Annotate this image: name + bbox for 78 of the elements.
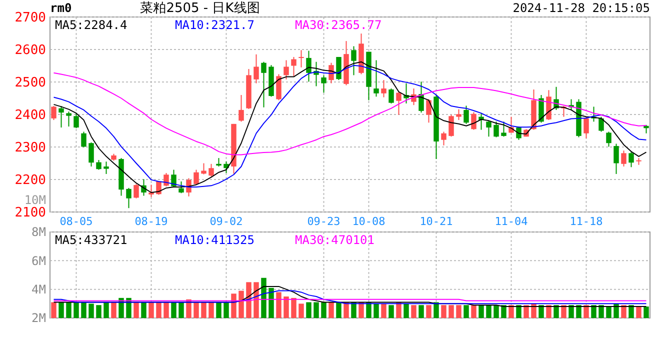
- candlestick: [96, 160, 102, 170]
- y-tick-label: 2100: [14, 206, 46, 221]
- candlestick: [306, 50, 312, 82]
- candlestick: [448, 114, 454, 138]
- x-tick-label: 08-19: [134, 215, 168, 228]
- candlestick: [628, 151, 634, 168]
- candlestick: [238, 94, 244, 122]
- text: MA10:2321.7: [175, 18, 254, 32]
- candlestick: [494, 121, 499, 138]
- candlestick: [134, 184, 139, 199]
- candlestick: [291, 56, 296, 77]
- candlestick: [178, 180, 184, 194]
- y-tick-label: 8M: [32, 225, 46, 240]
- text: MA30:470101: [295, 233, 374, 247]
- candlestick: [598, 116, 604, 132]
- y-tick-label: 2M: [32, 311, 46, 326]
- candlestick: [614, 143, 619, 174]
- x-tick-label: 08-05: [60, 215, 93, 228]
- candlestick: [418, 81, 424, 114]
- candlestick: [464, 105, 469, 124]
- candlestick: [441, 131, 446, 146]
- candlestick: [471, 112, 476, 130]
- candlestick: [126, 187, 132, 209]
- text: rm0: [50, 1, 72, 15]
- candlestick: [426, 98, 432, 124]
- x-tick-label: 11-04: [494, 215, 528, 228]
- text: MA5:433721: [55, 233, 128, 247]
- y-tick-label: 4M: [32, 282, 46, 297]
- chart-subtitle: 2024-11-28 20:15:05: [512, 1, 650, 15]
- y-tick-label: 2400: [14, 108, 46, 124]
- candlestick: [501, 121, 506, 138]
- candlestick: [396, 91, 402, 116]
- candlestick: [104, 161, 109, 174]
- candlestick: [194, 169, 199, 186]
- candlestick: [276, 74, 282, 101]
- x-tick-label: 09-02: [210, 215, 243, 228]
- text: MA10:411325: [175, 233, 254, 247]
- candlestick: [374, 60, 379, 98]
- candlestick: [208, 163, 214, 178]
- candlestick: [66, 111, 72, 128]
- candlestick: [298, 50, 304, 68]
- candlestick: [538, 94, 544, 124]
- candlestick: [621, 150, 626, 167]
- candlestick: [456, 108, 462, 121]
- text: MA30:2365.77: [295, 18, 382, 32]
- candlestick: [381, 80, 386, 98]
- candlestick: [164, 172, 169, 187]
- candlestick: [58, 106, 64, 128]
- candlestick: [74, 112, 79, 129]
- y-tick-label: 2700: [14, 10, 46, 26]
- candlestick: [546, 90, 552, 121]
- candlestick: [201, 162, 206, 175]
- candlestick: [186, 178, 192, 197]
- candlestick: [284, 60, 289, 80]
- x-tick-label: 09-23: [307, 215, 340, 228]
- text: MA5:2284.4: [55, 18, 128, 32]
- candlestick: [254, 54, 259, 84]
- candlestick: [388, 88, 394, 104]
- x-tick-label: 10-21: [420, 215, 453, 228]
- y-tick-label: 2200: [14, 173, 46, 188]
- candlestick: [606, 131, 612, 148]
- y-tick-label: 6M: [32, 254, 46, 268]
- candlestick: [486, 120, 492, 138]
- x-tick-label: 10-08: [352, 215, 386, 228]
- y-tick-label: 2300: [14, 140, 46, 156]
- text: 10M: [24, 193, 46, 207]
- candlestick: [351, 46, 356, 76]
- candlestick: [261, 61, 266, 108]
- candlestick: [51, 106, 56, 121]
- candlestick: [81, 131, 86, 148]
- chart-title: 菜粕2505 - 日K线图: [140, 1, 260, 16]
- x-tick-label: 11-18: [570, 215, 603, 228]
- candlestick: [148, 184, 154, 198]
- candlestick: [88, 142, 94, 167]
- y-tick-label: 2600: [14, 43, 46, 58]
- candlestick: [321, 74, 326, 94]
- y-tick-label: 2500: [14, 76, 46, 91]
- line-series: [53, 290, 647, 304]
